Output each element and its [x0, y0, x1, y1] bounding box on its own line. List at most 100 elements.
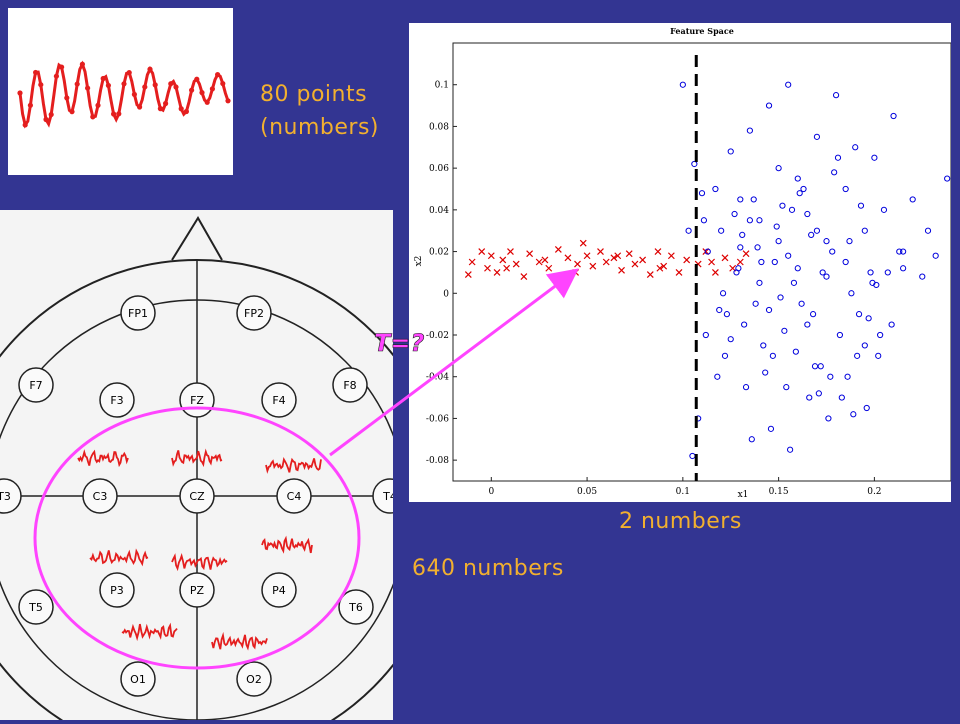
class-b-point — [855, 311, 863, 318]
signal-sample-point — [147, 66, 153, 72]
class-b-point — [785, 252, 792, 259]
electrode-f7 — [18, 367, 54, 403]
class-a-point — [602, 258, 610, 266]
electrode-label: C3 — [93, 490, 108, 503]
class-b-point — [704, 248, 711, 255]
class-b-point — [783, 384, 790, 391]
class-b-point — [748, 436, 755, 443]
signal-sample-point — [64, 95, 70, 101]
class-b-point — [777, 294, 784, 301]
class-b-point — [854, 352, 861, 359]
signal-sample-point — [111, 111, 117, 117]
class-b-point — [721, 352, 729, 359]
class-b-point — [700, 217, 708, 224]
eeg-electrode-map: FP1 FP2 F7 F3 FZ F4 F8 T3 C3 CZ C4 T4 T5 P3 PZ P4 T6 O1 O2 — [0, 210, 448, 724]
x-tick-label: 0.1 — [676, 487, 690, 497]
signal-sample-point — [22, 122, 28, 128]
electrode-p4 — [261, 572, 297, 608]
class-a-point — [572, 269, 580, 276]
signal-sample-point — [69, 109, 75, 115]
class-b-point — [873, 281, 880, 289]
electrode-label: P3 — [110, 584, 124, 597]
class-a-point — [535, 258, 543, 266]
y-tick-label: 0.02 — [429, 248, 449, 258]
class-b-point — [746, 127, 753, 134]
electrode-group: FP1 FP2 F7 F3 FZ F4 F8 T3 C3 CZ C4 T4 T5 P3 PZ P4 T6 O1 O2 — [0, 295, 408, 697]
class-b-point — [867, 269, 874, 276]
electrode-t3 — [0, 478, 22, 514]
class-b-point — [932, 252, 939, 259]
class-a-point — [468, 258, 476, 266]
class-a-point — [541, 256, 549, 264]
x-tick-label: 0.05 — [577, 487, 597, 497]
class-b-point — [919, 273, 926, 280]
eeg-wave — [261, 535, 313, 554]
electrode-c3 — [82, 478, 118, 514]
class-b-point — [832, 92, 840, 99]
scatter-points — [464, 81, 951, 460]
signal-sample-point — [152, 82, 158, 88]
electrode-label: T4 — [382, 490, 393, 503]
class-a-point — [742, 250, 750, 258]
electrode-o2 — [236, 661, 272, 697]
class-a-point — [711, 269, 719, 276]
class-b-point — [794, 265, 801, 272]
signal-sample-point — [17, 90, 23, 96]
class-a-point — [478, 248, 486, 255]
y-axis-ticks: 0.1 0.08 0.06 0.04 0.02 0 -0.02 -0.04 -0.06 -0.08 — [426, 81, 457, 466]
y-tick-label: 0.06 — [429, 164, 449, 174]
class-a-point — [487, 252, 495, 260]
class-b-point — [790, 279, 798, 286]
class-b-point — [788, 206, 796, 213]
class-b-point — [800, 185, 807, 193]
signal-sample-point — [74, 81, 80, 87]
class-a-point — [526, 250, 534, 258]
class-a-point — [631, 260, 639, 268]
class-b-point — [756, 217, 763, 224]
class-b-point — [808, 231, 815, 238]
class-b-point — [909, 196, 916, 203]
eeg-wave — [121, 622, 178, 642]
electrode-label: PZ — [190, 584, 205, 597]
signal-sample-point — [183, 108, 189, 115]
class-b-point — [900, 248, 907, 255]
class-a-point — [683, 256, 691, 264]
eeg-wave — [171, 448, 223, 468]
class-b-point — [719, 290, 727, 297]
electrode-label: F8 — [343, 379, 356, 392]
class-b-point — [741, 321, 748, 328]
chart-title: Feature Space — [670, 26, 734, 36]
class-b-point — [727, 336, 734, 343]
signal-sample-point — [79, 61, 85, 67]
electrode-label: FP2 — [244, 307, 264, 320]
class-a-point — [574, 260, 581, 268]
class-b-point — [775, 238, 782, 245]
feature-space-chart: Feature Space x1 x2 0 0.05 0.1 0.15 0.2 0.1 0… — [409, 23, 952, 502]
class-b-point — [702, 331, 709, 339]
signal-sample-point — [85, 85, 91, 91]
class-b-point — [773, 223, 780, 230]
class-b-point — [737, 196, 744, 203]
class-b-point — [756, 279, 763, 286]
class-b-point — [846, 238, 853, 245]
signal-sample-point — [43, 116, 49, 123]
class-a-point — [507, 248, 514, 255]
class-a-point — [484, 264, 491, 272]
signal-sample-point — [199, 90, 205, 96]
class-b-point — [838, 394, 845, 401]
electrode-p3 — [99, 572, 135, 608]
class-b-point — [831, 169, 838, 176]
class-b-point — [742, 384, 750, 391]
class-b-point — [718, 227, 725, 234]
signal-sample-points — [17, 61, 231, 128]
signal-sample-point — [209, 86, 215, 92]
signal-sample-point — [48, 111, 54, 118]
y-tick-label: 0.04 — [429, 206, 449, 216]
class-b-point — [888, 321, 895, 328]
signal-sample-point — [27, 102, 33, 108]
x-tick-label: 0.15 — [769, 487, 789, 497]
class-b-point — [850, 411, 857, 418]
class-a-point — [579, 239, 587, 247]
class-b-point — [752, 300, 759, 307]
caption-640-numbers: 640 numbers — [412, 556, 564, 581]
